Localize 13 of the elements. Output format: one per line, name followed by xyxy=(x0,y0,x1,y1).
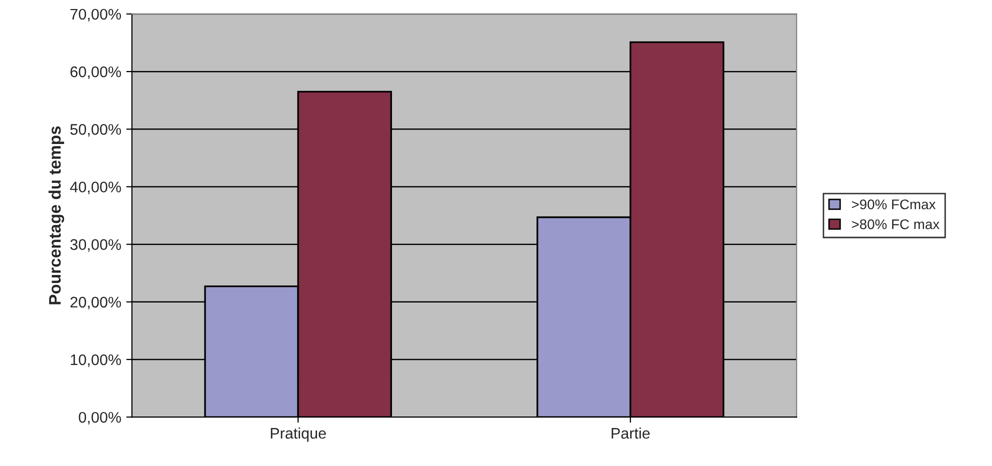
x-tick-label: Partie xyxy=(612,427,650,439)
legend-label: >90% FCmax xyxy=(852,199,936,210)
y-tick-label: 50,00% xyxy=(70,124,121,137)
y-tick-label: 30,00% xyxy=(70,239,121,252)
y-tick-label: 60,00% xyxy=(70,66,121,80)
legend-label: >80% FC max xyxy=(852,219,940,230)
y-tick-label: 40,00% xyxy=(70,182,121,194)
y-tick-label: 0,00% xyxy=(78,412,121,425)
y-tick-label: 20,00% xyxy=(70,296,121,310)
y-tick-label: 10,00% xyxy=(70,354,121,367)
y-tick-label: 70,00% xyxy=(70,8,121,22)
x-tick-label: Pratique xyxy=(270,427,326,442)
y-axis-title: Pourcentage du temps xyxy=(48,126,64,304)
